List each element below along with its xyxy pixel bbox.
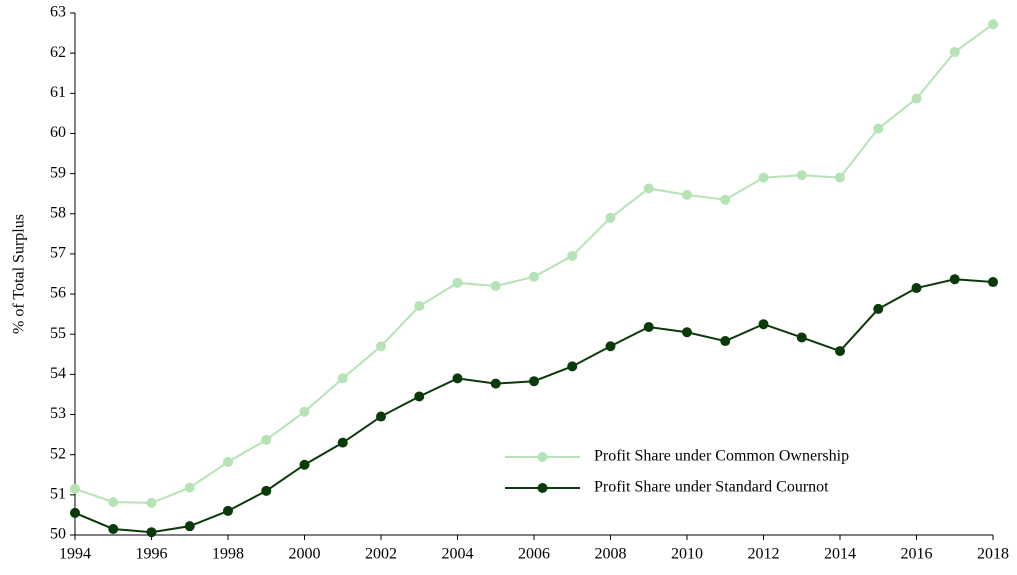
data-point <box>720 194 731 205</box>
data-point <box>643 322 654 333</box>
y-tick-label: 61 <box>50 84 66 101</box>
data-point <box>261 485 272 496</box>
legend-label: Profit Share under Standard Cournot <box>594 479 829 496</box>
data-point <box>796 170 807 181</box>
data-point <box>949 274 960 285</box>
x-tick-label: 2018 <box>977 546 1009 563</box>
data-point <box>567 250 578 261</box>
data-point <box>70 507 80 518</box>
x-tick-label: 1998 <box>212 546 244 563</box>
data-point <box>988 19 998 30</box>
data-point <box>414 301 425 312</box>
y-tick-label: 55 <box>50 325 66 342</box>
series-line <box>74 278 994 534</box>
y-tick-label: 60 <box>50 124 66 141</box>
data-point <box>720 336 731 347</box>
data-point <box>452 277 463 288</box>
data-point <box>529 271 539 282</box>
y-tick-label: 52 <box>50 445 66 462</box>
data-point <box>414 391 425 402</box>
data-point <box>605 341 616 352</box>
data-point <box>643 183 654 194</box>
y-tick-label: 58 <box>50 204 66 221</box>
data-point <box>988 277 998 288</box>
x-tick-label: 2002 <box>365 546 397 563</box>
data-point <box>835 346 845 357</box>
data-point <box>261 434 272 445</box>
data-point <box>529 376 539 387</box>
y-tick-label: 62 <box>50 44 66 61</box>
data-point <box>184 521 195 532</box>
data-point <box>376 341 386 352</box>
x-tick-label: 2004 <box>442 546 474 563</box>
y-tick-label: 63 <box>50 4 66 21</box>
data-point <box>796 332 807 343</box>
data-point <box>70 483 80 494</box>
data-point <box>108 523 119 534</box>
y-tick-label: 50 <box>50 526 66 543</box>
legend-marker <box>537 483 548 493</box>
y-tick-label: 59 <box>50 164 66 181</box>
series-line <box>74 23 994 504</box>
data-point <box>758 319 769 330</box>
y-axis-label: % of Total Surplus <box>11 214 28 334</box>
y-tick-label: 51 <box>50 486 66 503</box>
data-point <box>682 327 692 338</box>
x-tick-label: 2014 <box>824 546 856 563</box>
data-point <box>605 212 616 223</box>
data-point <box>835 172 845 183</box>
data-point <box>184 482 195 493</box>
data-point <box>223 456 233 467</box>
data-point <box>146 527 157 538</box>
data-point <box>873 123 884 134</box>
data-point <box>299 406 310 417</box>
x-tick-label: 2016 <box>901 546 933 563</box>
legend-label: Profit Share under Common Ownership <box>594 448 849 465</box>
x-tick-label: 2012 <box>748 546 780 563</box>
data-point <box>452 373 463 384</box>
data-point <box>873 303 884 314</box>
x-tick-label: 1996 <box>136 546 168 563</box>
x-tick-label: 2010 <box>671 546 703 563</box>
data-point <box>567 361 578 372</box>
y-tick-label: 54 <box>50 365 66 382</box>
x-tick-label: 2000 <box>289 546 321 563</box>
data-point <box>490 281 501 292</box>
y-tick-label: 53 <box>50 405 66 422</box>
data-point <box>108 497 119 508</box>
data-point <box>376 411 386 422</box>
x-tick-label: 1994 <box>59 546 91 563</box>
y-tick-label: 56 <box>50 285 66 302</box>
data-point <box>490 378 501 389</box>
data-point <box>682 189 692 200</box>
data-point <box>223 505 233 516</box>
x-tick-label: 2008 <box>595 546 627 563</box>
data-point <box>337 373 348 384</box>
y-tick-label: 57 <box>50 245 66 262</box>
legend-marker <box>537 452 548 462</box>
data-point <box>911 283 922 294</box>
data-point <box>911 93 922 104</box>
x-tick-label: 2006 <box>518 546 550 563</box>
data-point <box>949 46 960 57</box>
data-point <box>758 172 769 183</box>
data-point <box>146 497 157 508</box>
data-point <box>299 459 310 470</box>
data-point <box>337 437 348 448</box>
